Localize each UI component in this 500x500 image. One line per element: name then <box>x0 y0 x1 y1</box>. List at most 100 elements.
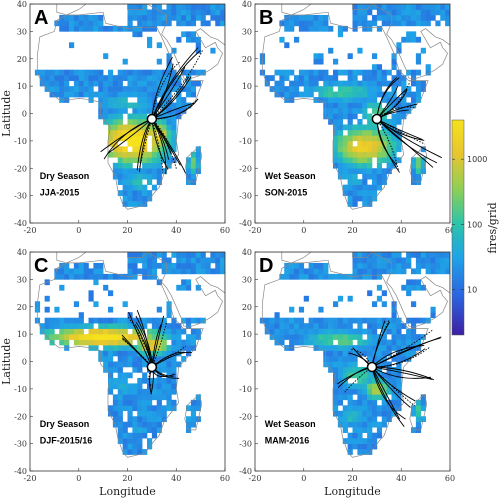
fire-cell <box>303 25 309 32</box>
fire-cell <box>381 151 387 158</box>
fire-cell <box>376 69 383 76</box>
fire-cell <box>357 69 363 76</box>
fire-cell <box>347 113 353 120</box>
fire-cell <box>337 129 344 136</box>
fire-cell <box>415 162 422 169</box>
fire-cell <box>352 268 358 275</box>
fire-cell <box>303 69 309 76</box>
fire-cell <box>176 268 182 275</box>
fire-cell <box>83 334 89 340</box>
fire-cell <box>151 146 158 153</box>
trajectory-line <box>151 61 180 120</box>
map-content <box>30 4 225 210</box>
fire-cell <box>303 339 309 346</box>
fire-cell <box>147 399 153 406</box>
fire-cell <box>362 257 368 264</box>
fire-cell <box>396 9 402 16</box>
fire-cell <box>122 427 128 433</box>
fire-cell <box>284 20 290 27</box>
fire-cell <box>93 334 99 340</box>
fire-cell <box>171 366 177 373</box>
fire-cell <box>161 334 167 340</box>
fire-cell <box>333 394 339 401</box>
fire-cell <box>151 108 158 114</box>
fire-cell <box>49 328 55 335</box>
y-tick-label: -20 <box>239 164 252 173</box>
fire-cell <box>406 262 412 269</box>
fire-cell <box>376 162 383 169</box>
fire-cell <box>103 80 109 87</box>
y-tick-label: 40 <box>17 248 27 257</box>
fire-cell <box>372 388 378 395</box>
fire-cell <box>294 317 300 324</box>
panel-letter: C <box>34 255 48 277</box>
fire-cell <box>352 350 358 357</box>
fire-cell <box>64 75 70 81</box>
fire-cell <box>333 377 339 384</box>
fire-cell <box>362 108 368 114</box>
fire-cell <box>318 14 324 21</box>
fire-cell <box>318 20 324 27</box>
fire-cell <box>132 86 138 92</box>
fire-cell <box>59 317 65 324</box>
fire-cell <box>279 339 285 346</box>
fire-cell <box>127 140 133 147</box>
fire-cell <box>64 273 70 280</box>
fire-cell <box>411 168 417 175</box>
fire-cell <box>181 257 187 264</box>
fire-cell <box>127 75 133 81</box>
fire-cell <box>308 86 314 92</box>
fire-cell <box>411 350 417 357</box>
fire-cell <box>195 399 201 406</box>
fire-cell <box>415 91 422 98</box>
fire-cell <box>98 262 104 269</box>
fire-cell <box>142 80 148 87</box>
fire-cell <box>195 334 201 340</box>
fire-cell <box>445 252 450 258</box>
fire-cell <box>49 80 55 87</box>
fire-cell <box>362 377 368 384</box>
fire-cell <box>69 328 75 335</box>
fire-cell <box>151 394 158 401</box>
fire-cell <box>142 124 148 131</box>
fire-cell <box>337 377 344 384</box>
fire-cell <box>190 151 197 158</box>
fire-cell <box>117 432 123 439</box>
fire-cell <box>289 273 295 280</box>
fire-cell <box>78 20 84 27</box>
fire-cell <box>396 97 402 103</box>
fire-cell <box>376 14 383 21</box>
fire-cell <box>376 25 383 32</box>
fire-cell <box>391 113 397 120</box>
fire-cell <box>352 438 358 444</box>
fire-cell <box>372 421 378 428</box>
origin-marker <box>371 113 383 125</box>
fire-cell <box>362 151 368 158</box>
fire-cell <box>181 284 187 291</box>
fire-cell <box>367 201 373 207</box>
fire-cell <box>430 9 436 16</box>
fire-cell <box>147 273 153 280</box>
fire-cell <box>323 334 329 340</box>
fire-cell <box>357 377 363 384</box>
fire-cell <box>117 25 123 32</box>
fire-cell <box>337 416 344 423</box>
x-tick-label: 60 <box>220 474 230 483</box>
fire-cell <box>362 345 368 351</box>
fire-cell <box>78 262 84 269</box>
fire-cell <box>117 345 123 351</box>
fire-cell <box>391 102 397 109</box>
fire-cell <box>323 25 329 32</box>
fire-cell <box>215 257 221 264</box>
fire-cell <box>362 416 368 423</box>
fire-cell <box>411 80 417 87</box>
fire-cell <box>132 80 138 87</box>
fire-cell <box>372 339 378 346</box>
fire-cell <box>372 399 378 406</box>
y-tick-label: 20 <box>242 55 252 64</box>
fire-cell <box>137 268 143 275</box>
fire-cell <box>347 135 353 142</box>
y-tick-label: 20 <box>17 303 27 312</box>
fire-cell <box>181 328 187 335</box>
fire-cell <box>396 257 402 264</box>
